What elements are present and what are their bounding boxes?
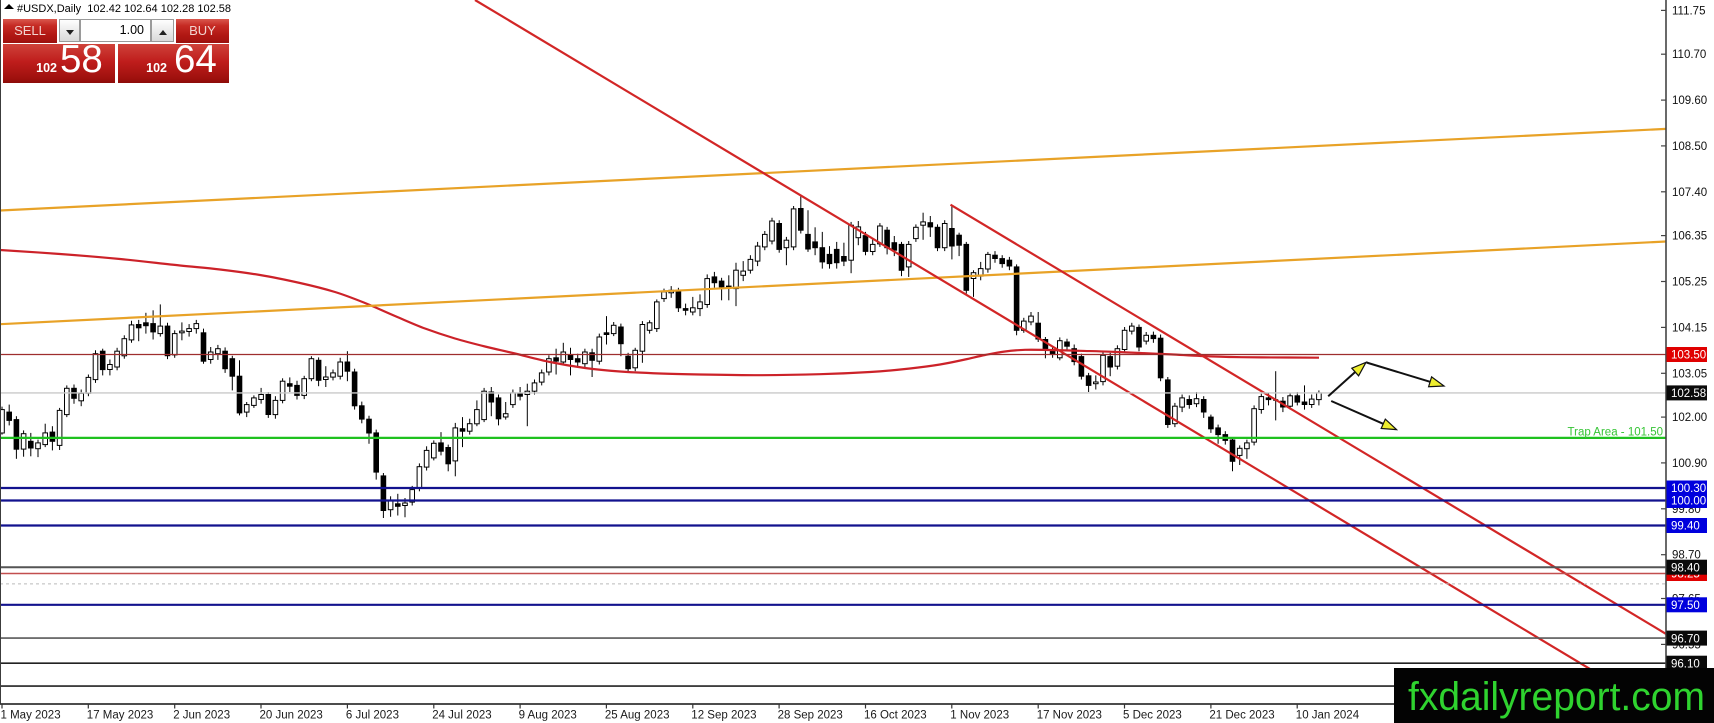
svg-text:96.70: 96.70 [1671,633,1700,645]
svg-text:100.90: 100.90 [1672,458,1707,470]
svg-text:107.40: 107.40 [1672,187,1707,199]
svg-text:25 Aug 2023: 25 Aug 2023 [605,710,670,722]
svg-text:24 Jul 2023: 24 Jul 2023 [432,710,491,722]
svg-text:100.30: 100.30 [1671,483,1706,495]
svg-text:16 Oct 2023: 16 Oct 2023 [864,710,927,722]
svg-text:17 Nov 2023: 17 Nov 2023 [1037,710,1102,722]
svg-text:103.05: 103.05 [1672,368,1707,380]
svg-text:110.70: 110.70 [1672,49,1706,61]
svg-text:98.40: 98.40 [1671,562,1700,574]
svg-text:98.70: 98.70 [1672,550,1701,562]
svg-text:111.75: 111.75 [1672,5,1705,17]
svg-text:5 Dec 2023: 5 Dec 2023 [1123,710,1182,722]
svg-text:17 May 2023: 17 May 2023 [87,710,154,722]
svg-text:99.40: 99.40 [1671,521,1700,533]
svg-text:102.00: 102.00 [1672,412,1707,424]
svg-text:97.50: 97.50 [1671,600,1700,612]
svg-text:108.50: 108.50 [1672,141,1707,153]
svg-text:102.58: 102.58 [1671,388,1706,400]
svg-text:1 May 2023: 1 May 2023 [1,710,61,722]
svg-text:6 Jul 2023: 6 Jul 2023 [346,710,399,722]
svg-text:104.15: 104.15 [1672,322,1707,334]
svg-text:106.35: 106.35 [1672,231,1707,243]
svg-text:28 Sep 2023: 28 Sep 2023 [778,710,843,722]
svg-text:100.00: 100.00 [1671,496,1706,508]
svg-text:1 Nov 2023: 1 Nov 2023 [950,710,1009,722]
svg-text:2 Jun 2023: 2 Jun 2023 [173,710,230,722]
svg-text:20 Jun 2023: 20 Jun 2023 [260,710,323,722]
svg-text:10 Jan 2024: 10 Jan 2024 [1296,710,1360,722]
svg-text:105.25: 105.25 [1672,277,1707,289]
svg-text:109.60: 109.60 [1672,95,1707,107]
svg-text:9 Aug 2023: 9 Aug 2023 [519,710,577,722]
svg-text:103.50: 103.50 [1671,350,1706,362]
svg-text:12 Sep 2023: 12 Sep 2023 [691,710,756,722]
svg-text:21 Dec 2023: 21 Dec 2023 [1209,710,1274,722]
svg-text:Trap Area - 101.50: Trap Area - 101.50 [1568,427,1663,439]
svg-text:96.10: 96.10 [1671,658,1700,670]
